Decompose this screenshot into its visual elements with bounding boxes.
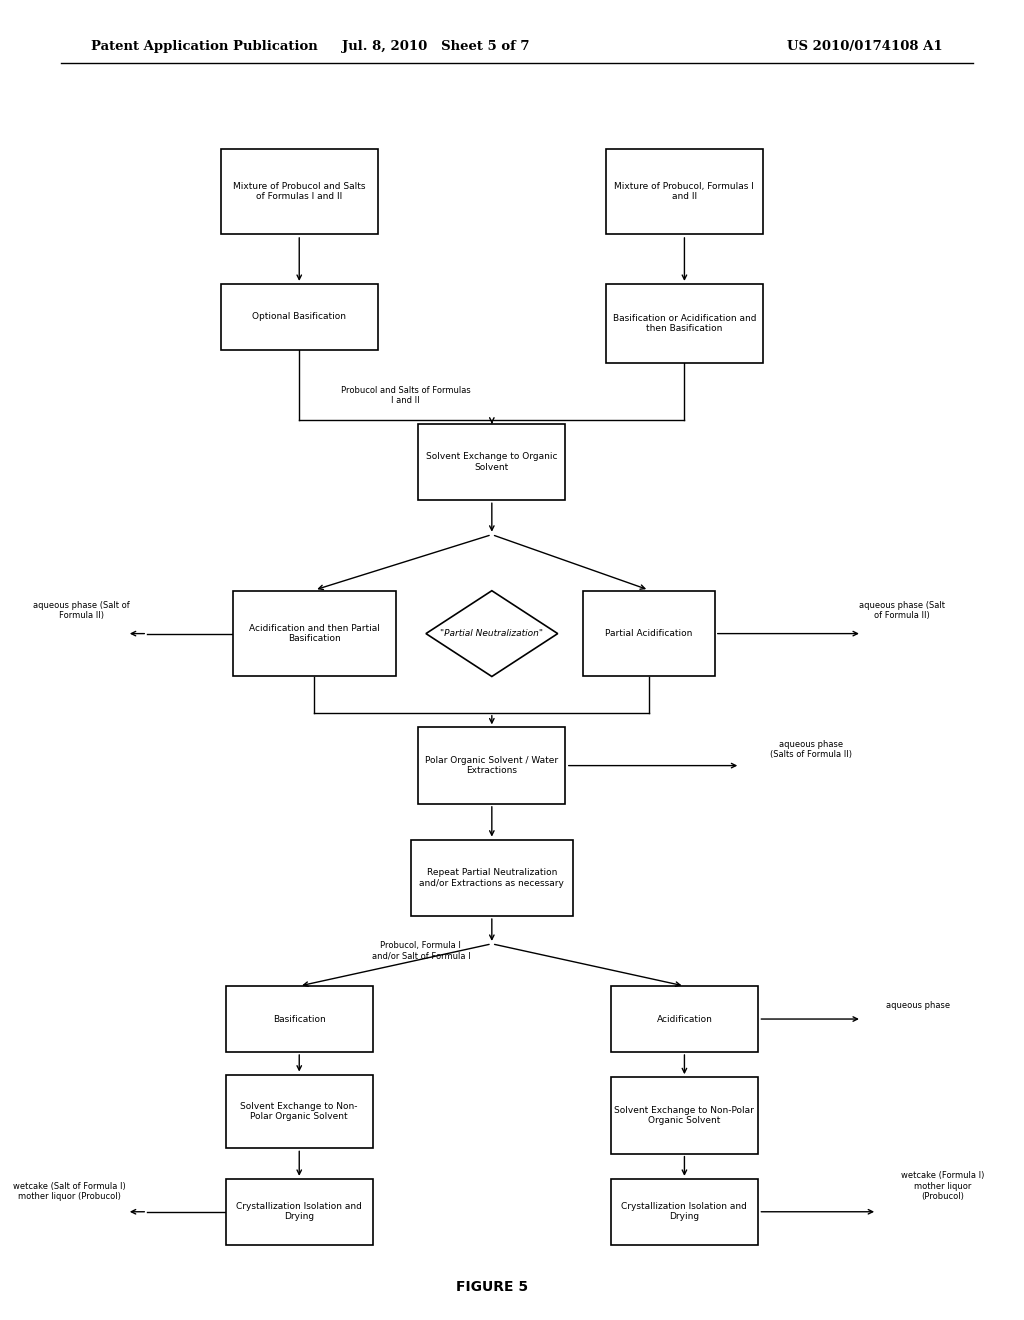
FancyBboxPatch shape — [611, 986, 758, 1052]
Text: Polar Organic Solvent / Water
Extractions: Polar Organic Solvent / Water Extraction… — [425, 756, 558, 775]
FancyBboxPatch shape — [606, 149, 763, 235]
Text: FIGURE 5: FIGURE 5 — [456, 1280, 528, 1294]
FancyBboxPatch shape — [411, 840, 572, 916]
Text: Mixture of Probucol and Salts
of Formulas I and II: Mixture of Probucol and Salts of Formula… — [233, 182, 366, 201]
Text: aqueous phase
(Salts of Formula II): aqueous phase (Salts of Formula II) — [770, 739, 852, 759]
Text: wetcake (Formula I)
mother liquor
(Probucol): wetcake (Formula I) mother liquor (Probu… — [901, 1171, 985, 1201]
FancyBboxPatch shape — [225, 986, 373, 1052]
Text: Acidification: Acidification — [656, 1015, 713, 1023]
Text: Partial Acidification: Partial Acidification — [605, 630, 692, 638]
Text: Acidification and then Partial
Basification: Acidification and then Partial Basificat… — [249, 624, 380, 643]
FancyBboxPatch shape — [225, 1074, 373, 1147]
FancyBboxPatch shape — [606, 284, 763, 363]
Text: Basification: Basification — [272, 1015, 326, 1023]
Text: US 2010/0174108 A1: US 2010/0174108 A1 — [787, 40, 943, 53]
Text: "Partial Neutralization": "Partial Neutralization" — [440, 630, 544, 638]
Text: Optional Basification: Optional Basification — [252, 313, 346, 321]
Text: aqueous phase (Salt of
Formula II): aqueous phase (Salt of Formula II) — [33, 601, 130, 620]
Text: Probucol, Formula I
and/or Salt of Formula I: Probucol, Formula I and/or Salt of Formu… — [372, 941, 470, 961]
FancyBboxPatch shape — [419, 424, 565, 500]
FancyBboxPatch shape — [233, 591, 395, 676]
FancyBboxPatch shape — [221, 149, 378, 235]
FancyBboxPatch shape — [611, 1077, 758, 1154]
FancyBboxPatch shape — [611, 1179, 758, 1245]
Polygon shape — [426, 591, 558, 676]
Text: aqueous phase: aqueous phase — [886, 1001, 949, 1010]
FancyBboxPatch shape — [225, 1179, 373, 1245]
Text: Jul. 8, 2010   Sheet 5 of 7: Jul. 8, 2010 Sheet 5 of 7 — [342, 40, 529, 53]
Text: Solvent Exchange to Non-
Polar Organic Solvent: Solvent Exchange to Non- Polar Organic S… — [241, 1102, 358, 1121]
Text: Probucol and Salts of Formulas
I and II: Probucol and Salts of Formulas I and II — [341, 385, 471, 405]
Text: Solvent Exchange to Organic
Solvent: Solvent Exchange to Organic Solvent — [426, 453, 558, 471]
Text: Crystallization Isolation and
Drying: Crystallization Isolation and Drying — [622, 1203, 748, 1221]
Text: Mixture of Probucol, Formulas I
and II: Mixture of Probucol, Formulas I and II — [614, 182, 755, 201]
FancyBboxPatch shape — [419, 727, 565, 804]
Text: wetcake (Salt of Formula I)
mother liquor (Probucol): wetcake (Salt of Formula I) mother liquo… — [12, 1181, 126, 1201]
FancyBboxPatch shape — [583, 591, 715, 676]
Text: aqueous phase (Salt
of Formula II): aqueous phase (Salt of Formula II) — [859, 601, 945, 620]
Text: Repeat Partial Neutralization
and/or Extractions as necessary: Repeat Partial Neutralization and/or Ext… — [420, 869, 564, 887]
Text: Crystallization Isolation and
Drying: Crystallization Isolation and Drying — [237, 1203, 362, 1221]
Text: Basification or Acidification and
then Basification: Basification or Acidification and then B… — [612, 314, 756, 333]
Text: Solvent Exchange to Non-Polar
Organic Solvent: Solvent Exchange to Non-Polar Organic So… — [614, 1106, 755, 1125]
FancyBboxPatch shape — [221, 284, 378, 350]
Text: Patent Application Publication: Patent Application Publication — [91, 40, 318, 53]
